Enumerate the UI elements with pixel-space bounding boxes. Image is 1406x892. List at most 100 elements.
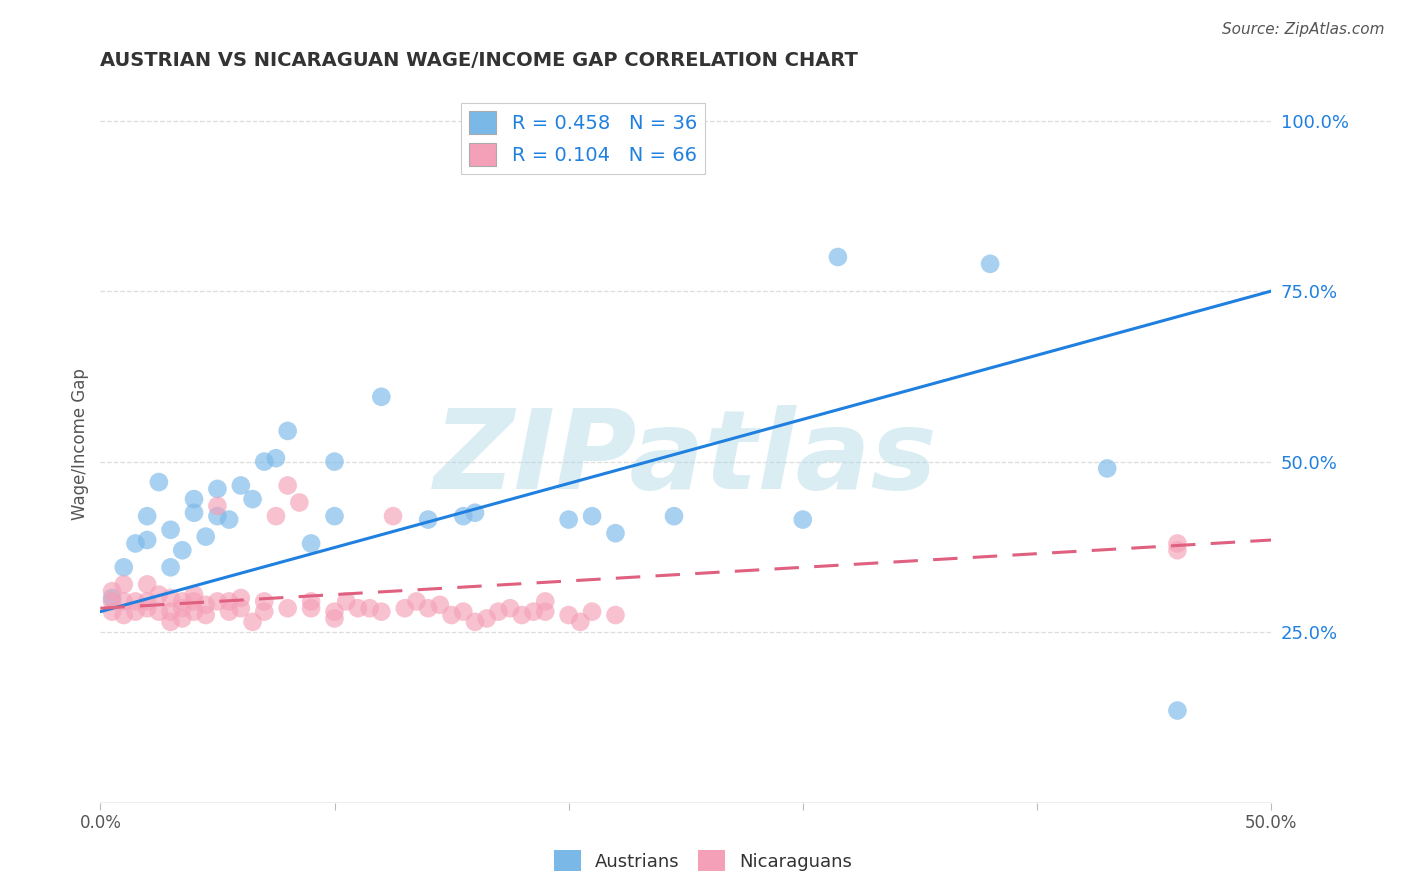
Point [124, 536, 146, 550]
Point [264, 509, 287, 524]
Point [510, 608, 533, 623]
Point [499, 601, 522, 615]
Point [605, 608, 627, 623]
Point [486, 605, 509, 619]
Point [288, 495, 311, 509]
Point [253, 605, 276, 619]
Point [148, 588, 170, 602]
Point [183, 605, 205, 619]
Point [159, 591, 181, 605]
Point [172, 601, 194, 615]
Point [159, 615, 181, 629]
Point [159, 605, 181, 619]
Point [1166, 536, 1188, 550]
Point [229, 601, 252, 615]
Point [453, 509, 475, 524]
Point [405, 594, 427, 608]
Legend: Austrians, Nicaraguans: Austrians, Nicaraguans [547, 843, 859, 879]
Point [194, 608, 217, 623]
Point [218, 512, 240, 526]
Point [136, 577, 159, 591]
Point [207, 509, 229, 524]
Point [277, 601, 299, 615]
Point [323, 509, 346, 524]
Point [194, 598, 217, 612]
Point [299, 601, 322, 615]
Point [1166, 704, 1188, 718]
Point [792, 512, 814, 526]
Point [101, 605, 124, 619]
Point [440, 608, 463, 623]
Point [112, 560, 135, 574]
Point [136, 594, 159, 608]
Point [335, 594, 357, 608]
Point [534, 594, 557, 608]
Point [464, 506, 486, 520]
Point [605, 526, 627, 541]
Point [662, 509, 685, 524]
Point [183, 588, 205, 602]
Point [264, 451, 287, 466]
Point [979, 257, 1001, 271]
Point [370, 390, 392, 404]
Point [136, 533, 159, 547]
Point [194, 530, 217, 544]
Point [218, 605, 240, 619]
Point [242, 492, 264, 507]
Point [299, 594, 322, 608]
Point [207, 594, 229, 608]
Point [229, 591, 252, 605]
Point [148, 605, 170, 619]
Legend: R = 0.458   N = 36, R = 0.104   N = 66: R = 0.458 N = 36, R = 0.104 N = 66 [461, 103, 704, 174]
Point [557, 512, 579, 526]
Point [557, 608, 579, 623]
Point [172, 543, 194, 558]
Point [1166, 543, 1188, 558]
Point [112, 577, 135, 591]
Point [124, 605, 146, 619]
Point [323, 605, 346, 619]
Point [359, 601, 381, 615]
Point [172, 594, 194, 608]
Point [183, 506, 205, 520]
Point [242, 615, 264, 629]
Text: Source: ZipAtlas.com: Source: ZipAtlas.com [1222, 22, 1385, 37]
Point [277, 424, 299, 438]
Point [418, 601, 440, 615]
Point [277, 478, 299, 492]
Point [299, 536, 322, 550]
Point [370, 605, 392, 619]
Point [323, 454, 346, 468]
Point [229, 478, 252, 492]
Point [136, 509, 159, 524]
Point [148, 475, 170, 489]
Point [183, 492, 205, 507]
Point [112, 594, 135, 608]
Point [522, 605, 544, 619]
Point [101, 584, 124, 599]
Point [101, 594, 124, 608]
Point [464, 615, 486, 629]
Point [323, 611, 346, 625]
Y-axis label: Wage/Income Gap: Wage/Income Gap [72, 368, 89, 521]
Point [159, 523, 181, 537]
Point [534, 605, 557, 619]
Point [253, 454, 276, 468]
Point [218, 594, 240, 608]
Point [394, 601, 416, 615]
Point [429, 598, 451, 612]
Point [1095, 461, 1118, 475]
Point [581, 509, 603, 524]
Point [172, 611, 194, 625]
Point [569, 615, 592, 629]
Point [581, 605, 603, 619]
Point [382, 509, 405, 524]
Point [453, 605, 475, 619]
Point [101, 591, 124, 605]
Point [253, 594, 276, 608]
Point [183, 594, 205, 608]
Point [136, 601, 159, 615]
Point [112, 608, 135, 623]
Point [159, 560, 181, 574]
Text: ZIPatlas: ZIPatlas [434, 405, 938, 512]
